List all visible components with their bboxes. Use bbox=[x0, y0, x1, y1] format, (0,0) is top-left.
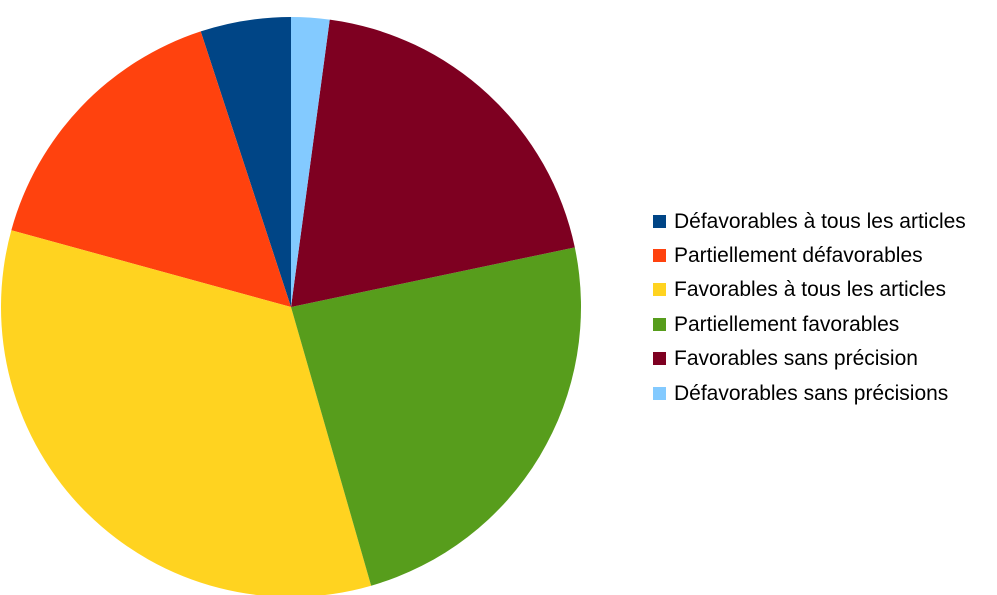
legend-item: Favorables sans précision bbox=[653, 342, 966, 376]
pie-slice bbox=[1, 230, 372, 595]
legend-swatch bbox=[653, 249, 666, 263]
legend-item: Défavorables à tous les articles bbox=[653, 204, 966, 238]
pie-slice bbox=[200, 17, 291, 307]
legend-label: Défavorables à tous les articles bbox=[674, 209, 966, 233]
chart-legend: Défavorables à tous les articles Partiel… bbox=[653, 204, 966, 410]
legend-label: Favorables à tous les articles bbox=[674, 278, 946, 302]
legend-label: Défavorables sans précisions bbox=[674, 381, 949, 405]
legend-item: Partiellement défavorables bbox=[653, 238, 966, 272]
legend-swatch bbox=[653, 317, 666, 331]
pie-slice bbox=[291, 247, 582, 586]
pie-slice bbox=[11, 31, 292, 307]
legend-swatch bbox=[653, 214, 666, 228]
legend-label: Partiellement défavorables bbox=[674, 244, 923, 268]
legend-swatch bbox=[653, 386, 666, 400]
legend-label: Partiellement favorables bbox=[674, 312, 900, 336]
legend-item: Partiellement favorables bbox=[653, 307, 966, 341]
pie-slice bbox=[291, 17, 330, 307]
legend-item: Défavorables sans précisions bbox=[653, 376, 966, 410]
pie-slice bbox=[291, 19, 575, 307]
legend-item: Favorables à tous les articles bbox=[653, 273, 966, 307]
legend-swatch bbox=[653, 283, 666, 297]
legend-swatch bbox=[653, 352, 666, 366]
legend-label: Favorables sans précision bbox=[674, 347, 918, 371]
